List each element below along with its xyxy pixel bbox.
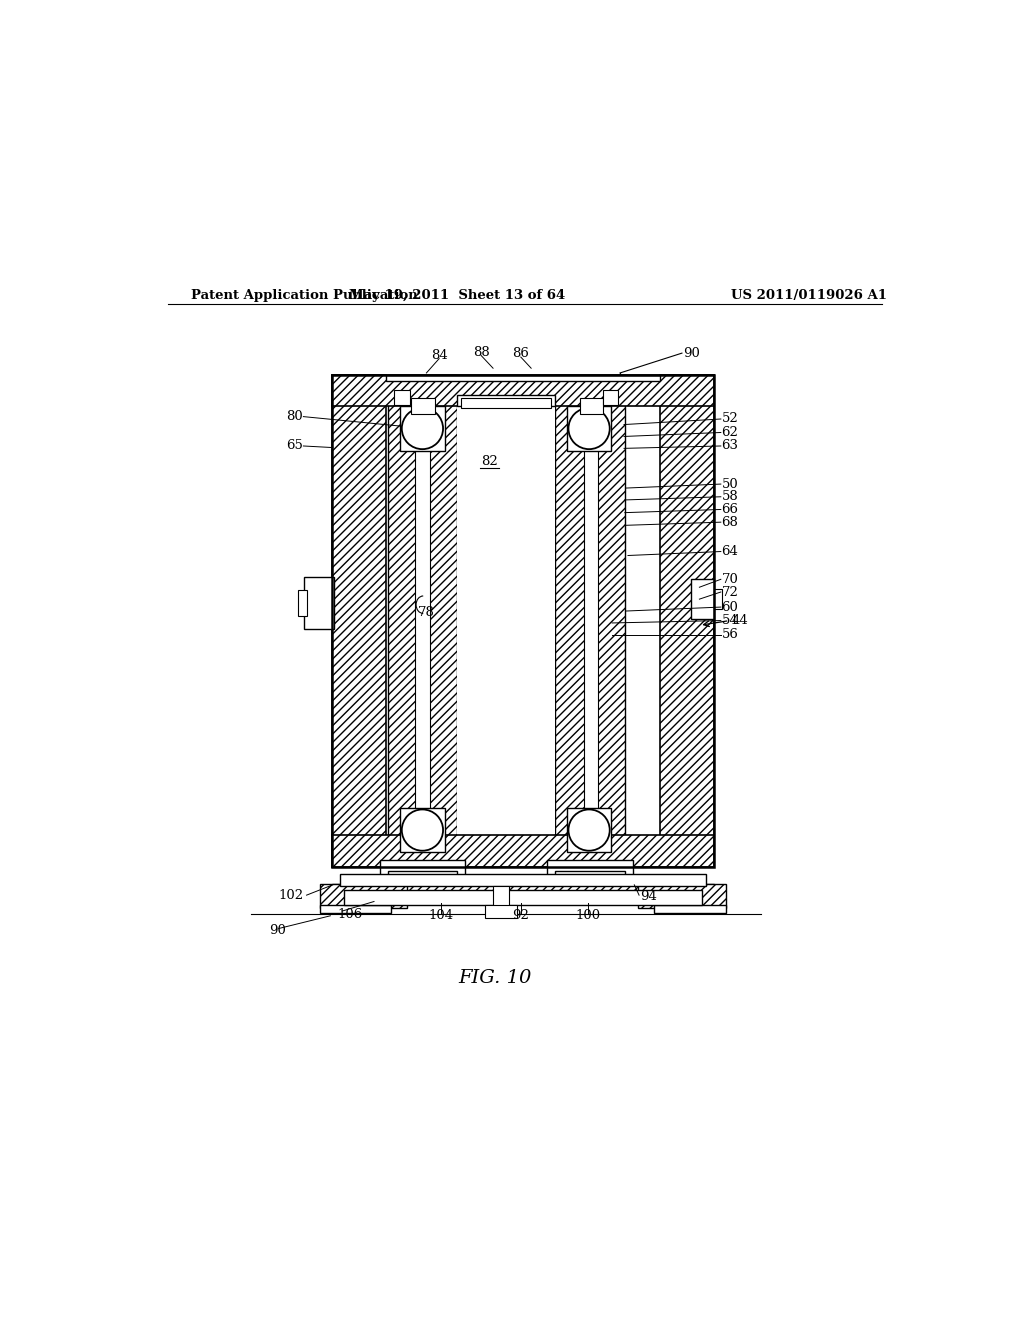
Bar xyxy=(412,399,435,414)
Circle shape xyxy=(568,408,609,449)
Text: 72: 72 xyxy=(722,586,738,598)
Text: 66: 66 xyxy=(722,503,738,516)
Text: 100: 100 xyxy=(575,909,601,923)
Text: 92: 92 xyxy=(512,909,529,923)
Bar xyxy=(400,407,444,450)
Text: 64: 64 xyxy=(722,545,738,558)
Bar xyxy=(458,395,555,407)
Bar xyxy=(332,375,714,867)
Text: 52: 52 xyxy=(722,412,738,425)
Bar xyxy=(340,874,706,887)
Text: 88: 88 xyxy=(473,346,489,359)
Bar xyxy=(387,871,458,883)
Text: May 19, 2011  Sheet 13 of 64: May 19, 2011 Sheet 13 of 64 xyxy=(349,289,565,302)
Text: 44: 44 xyxy=(731,614,748,627)
Bar xyxy=(555,871,625,883)
Text: FIG. 10: FIG. 10 xyxy=(459,969,532,986)
Bar xyxy=(386,375,659,381)
Text: 50: 50 xyxy=(722,478,738,491)
Bar xyxy=(416,407,430,834)
Bar xyxy=(332,834,714,867)
Text: 78: 78 xyxy=(418,606,434,619)
Text: 60: 60 xyxy=(722,601,738,614)
Text: 82: 82 xyxy=(480,455,498,469)
Bar xyxy=(547,861,633,875)
Bar xyxy=(332,375,386,867)
Circle shape xyxy=(401,809,443,850)
Bar xyxy=(380,861,465,875)
Bar xyxy=(602,391,618,405)
Text: 65: 65 xyxy=(286,440,303,453)
Circle shape xyxy=(401,408,443,449)
Text: 104: 104 xyxy=(429,909,454,923)
Bar xyxy=(332,375,714,407)
Text: 90: 90 xyxy=(269,924,286,937)
Bar xyxy=(567,407,611,450)
Text: US 2011/0119026 A1: US 2011/0119026 A1 xyxy=(731,289,887,302)
Bar xyxy=(387,375,458,867)
Bar xyxy=(344,891,701,904)
Text: Patent Application Publication: Patent Application Publication xyxy=(191,289,418,302)
Bar xyxy=(321,884,408,908)
Bar xyxy=(584,407,598,834)
Bar xyxy=(400,808,444,853)
Bar xyxy=(461,399,551,408)
Text: 68: 68 xyxy=(722,516,738,529)
Bar xyxy=(332,884,714,892)
Text: 102: 102 xyxy=(279,888,304,902)
Bar xyxy=(654,904,726,912)
Text: 62: 62 xyxy=(722,426,738,440)
Text: 70: 70 xyxy=(722,573,738,586)
Bar xyxy=(659,375,714,867)
Text: 106: 106 xyxy=(338,908,362,921)
Text: 90: 90 xyxy=(684,347,700,359)
Bar xyxy=(494,887,509,911)
Text: 58: 58 xyxy=(722,490,738,503)
Bar xyxy=(691,579,714,619)
Bar xyxy=(485,906,517,919)
Bar xyxy=(714,589,722,609)
Bar xyxy=(394,391,410,405)
Bar xyxy=(555,375,625,867)
Bar xyxy=(321,904,391,912)
Text: 80: 80 xyxy=(286,411,303,424)
Text: 86: 86 xyxy=(512,347,529,360)
Text: 94: 94 xyxy=(640,890,656,903)
Bar xyxy=(567,808,611,853)
Bar xyxy=(298,590,307,616)
Bar xyxy=(580,399,603,414)
Text: 84: 84 xyxy=(431,348,447,362)
Circle shape xyxy=(568,809,609,850)
Bar xyxy=(304,577,334,628)
Bar xyxy=(638,884,726,908)
Text: 63: 63 xyxy=(722,440,738,453)
Bar xyxy=(458,407,555,834)
Text: 54: 54 xyxy=(722,614,738,627)
Text: 56: 56 xyxy=(722,628,738,642)
